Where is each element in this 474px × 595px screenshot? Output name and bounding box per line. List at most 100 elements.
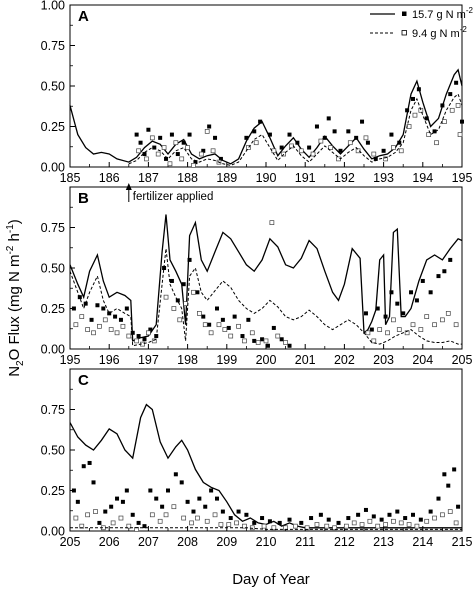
data-point — [198, 151, 204, 157]
x-tick-label: 209 — [216, 535, 237, 549]
data-point — [391, 145, 396, 150]
data-point — [369, 327, 374, 332]
series-filled-square — [69, 68, 464, 165]
y-tick-label: 0.50 — [41, 80, 65, 94]
data-point — [428, 290, 433, 295]
data-point — [142, 152, 147, 157]
data-point — [318, 512, 323, 517]
data-point — [163, 294, 169, 300]
data-point — [326, 517, 331, 522]
legend-open-square-marker — [401, 30, 407, 36]
data-point — [187, 257, 192, 262]
data-point — [265, 343, 270, 348]
data-point — [114, 330, 120, 336]
data-point — [391, 518, 396, 524]
data-point — [148, 488, 153, 493]
data-point — [91, 330, 96, 336]
data-point — [460, 119, 464, 124]
data-point — [338, 148, 343, 153]
data-point — [142, 337, 147, 342]
data-point — [347, 140, 353, 146]
x-tick-label: 214 — [412, 535, 433, 549]
data-point — [107, 311, 112, 316]
y-tick-label: 0.25 — [41, 484, 65, 498]
data-point — [155, 151, 161, 157]
data-point — [258, 119, 263, 124]
data-point — [232, 314, 237, 319]
data-point — [244, 135, 249, 140]
data-point — [246, 317, 251, 322]
data-point — [453, 520, 459, 526]
data-point — [344, 523, 349, 529]
data-point — [134, 132, 139, 137]
data-point — [371, 338, 377, 344]
data-point — [175, 298, 180, 303]
data-point — [115, 496, 120, 501]
data-point — [271, 325, 276, 330]
data-point — [412, 112, 418, 118]
data-point — [409, 290, 414, 295]
data-point — [255, 340, 261, 345]
data-point — [185, 499, 190, 504]
data-point — [389, 132, 394, 137]
data-point — [387, 512, 392, 517]
data-point — [228, 516, 233, 521]
data-point — [260, 516, 265, 521]
data-point — [279, 337, 284, 342]
data-point — [436, 496, 441, 501]
y-tick-label: 0.50 — [41, 444, 65, 458]
data-point — [109, 504, 114, 509]
data-point — [97, 323, 102, 329]
data-point — [406, 124, 412, 129]
data-point — [434, 140, 439, 146]
data-point — [187, 132, 192, 137]
data-point — [287, 517, 292, 522]
data-point — [379, 517, 384, 522]
data-point — [401, 311, 406, 316]
data-point — [322, 135, 327, 140]
y-tick-label: 0.75 — [41, 39, 65, 53]
data-point — [204, 518, 210, 524]
data-point — [449, 107, 455, 113]
data-point — [169, 278, 174, 283]
data-point — [83, 301, 88, 306]
data-point — [432, 129, 437, 134]
data-point — [108, 327, 114, 332]
data-point — [71, 488, 76, 493]
series-open-square — [128, 93, 463, 168]
data-point — [299, 520, 304, 525]
y-axis-label: N2O Flux (mg N m-2 h-1) — [5, 219, 26, 377]
series-line-dashed — [128, 93, 463, 166]
data-point — [234, 520, 239, 526]
data-point — [397, 140, 402, 145]
data-point — [455, 103, 461, 108]
data-point — [287, 132, 292, 137]
data-point — [201, 148, 206, 153]
data-point — [367, 518, 373, 524]
data-point — [197, 496, 202, 501]
y-tick-label: 0.00 — [41, 525, 65, 539]
x-tick-label: 188 — [177, 171, 198, 185]
data-point — [324, 523, 330, 529]
data-point — [440, 317, 445, 323]
data-point — [171, 504, 177, 510]
panel-A: 185 186 187 188 189 190 191 192 193 194 195 0.00 0.2… — [41, 0, 473, 203]
data-point — [152, 145, 157, 150]
data-point — [85, 512, 90, 518]
data-point — [236, 323, 241, 329]
data-point — [309, 516, 314, 521]
data-point — [440, 512, 445, 518]
data-point — [373, 156, 378, 161]
data-point — [396, 327, 402, 332]
data-point — [136, 334, 141, 339]
data-point — [298, 148, 304, 154]
x-tick-label: 213 — [373, 535, 394, 549]
data-point — [263, 338, 269, 344]
x-tick-label: 186 — [99, 171, 120, 185]
y-tick-label: 0.25 — [41, 302, 65, 316]
data-point — [89, 317, 94, 322]
data-point — [181, 140, 186, 145]
plot-frame — [69, 186, 463, 350]
x-tick-label: 192 — [334, 171, 355, 185]
plot-frame — [69, 368, 463, 532]
